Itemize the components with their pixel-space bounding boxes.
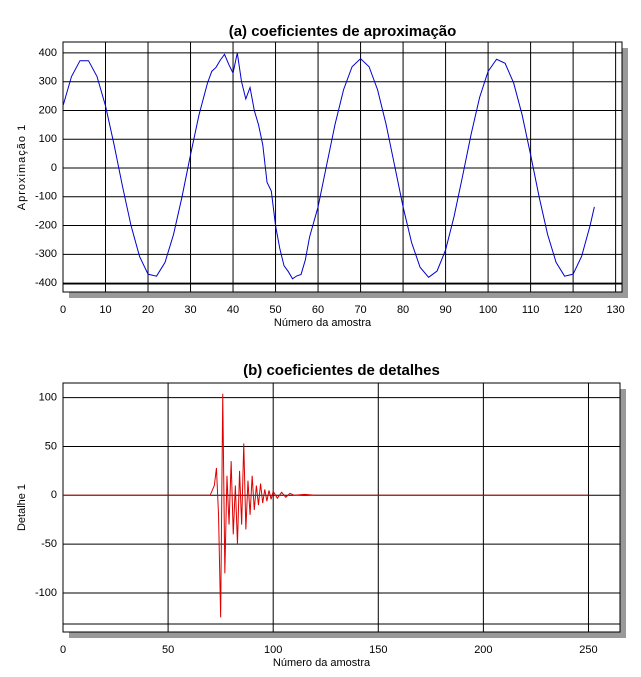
x-tick-label: 50 (162, 644, 174, 656)
x-tick-label: 50 (269, 304, 281, 316)
x-tick-label: 200 (474, 644, 492, 656)
plot-area (62, 382, 621, 633)
bottom-strip (62, 623, 621, 633)
chart-title: (b) coeficientes de detalhes (243, 362, 440, 379)
x-tick-label: 100 (479, 304, 497, 316)
x-tick-label: 0 (60, 644, 66, 656)
y-axis-label: Detalhe 1 (16, 484, 28, 531)
y-tick-label: 400 (39, 47, 57, 59)
x-tick-label: 250 (579, 644, 597, 656)
x-tick-label: 130 (606, 304, 624, 316)
y-tick-label: 200 (39, 104, 57, 116)
x-tick-label: 150 (369, 644, 387, 656)
y-tick-label: -400 (35, 277, 57, 289)
y-tick-label: -300 (35, 248, 57, 260)
y-tick-label: 100 (39, 133, 57, 145)
y-tick-label: -50 (41, 538, 57, 550)
x-tick-label: 10 (99, 304, 111, 316)
x-tick-label: 20 (142, 304, 154, 316)
x-tick-label: 30 (184, 304, 196, 316)
chart-title: (a) coeficientes de aproximação (229, 23, 457, 40)
x-tick-label: 90 (439, 304, 451, 316)
series-line (62, 52, 595, 280)
x-tick-label: 110 (522, 304, 540, 316)
y-tick-label: 0 (51, 489, 57, 501)
y-axis-label: Aproximação 1 (16, 124, 28, 210)
y-tick-label: 300 (39, 76, 57, 88)
x-tick-label: 60 (312, 304, 324, 316)
y-tick-label: -200 (35, 219, 57, 231)
x-tick-label: 100 (264, 644, 282, 656)
plot-area (62, 41, 623, 293)
y-tick-label: 0 (51, 162, 57, 174)
y-tick-label: -100 (35, 191, 57, 203)
x-tick-label: 120 (564, 304, 582, 316)
x-axis-label: Número da amostra (273, 657, 371, 669)
y-tick-label: 50 (45, 440, 57, 452)
x-tick-label: 40 (227, 304, 239, 316)
x-tick-label: 70 (354, 304, 366, 316)
x-tick-label: 0 (60, 304, 66, 316)
series-line (63, 393, 589, 618)
y-tick-label: 100 (39, 392, 57, 404)
y-tick-label: -100 (35, 587, 57, 599)
x-tick-label: 80 (397, 304, 409, 316)
x-axis-label: Número da amostra (274, 317, 372, 329)
bottom-strip (62, 283, 623, 293)
